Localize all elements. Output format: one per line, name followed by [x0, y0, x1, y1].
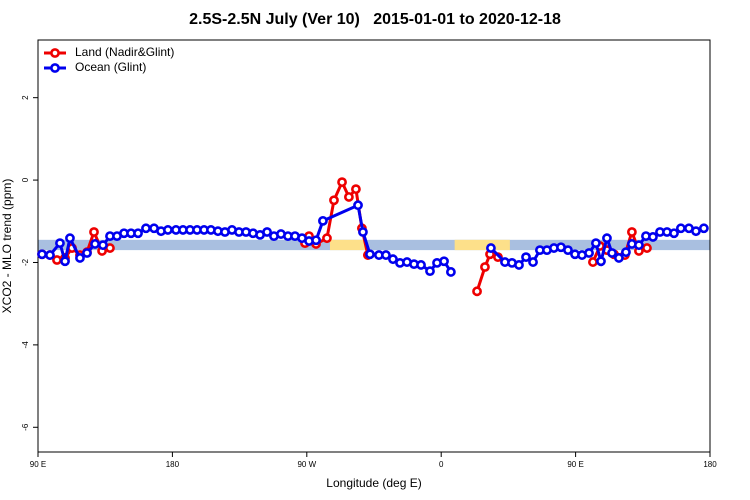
y-axis-label: XCO2 - MLO trend (ppm): [0, 179, 14, 314]
point: [133, 228, 143, 239]
point: [563, 245, 573, 256]
point: [98, 240, 108, 251]
point: [446, 267, 456, 277]
point: [351, 184, 361, 195]
point: [381, 250, 391, 260]
point: [591, 238, 601, 249]
legend-label: Ocean (Glint): [75, 60, 146, 74]
chart-title: 2.5S-2.5N July (Ver 10) 2015-01-01 to 20…: [189, 11, 561, 28]
point: [65, 233, 75, 244]
point: [669, 228, 679, 239]
point: [365, 249, 375, 260]
x-tick-label: 90 W: [297, 460, 316, 469]
point: [60, 256, 70, 267]
y-tick-label: -6: [21, 423, 30, 431]
point: [55, 238, 65, 249]
point: [318, 215, 328, 226]
point: [675, 223, 686, 234]
x-axis-label: Longitude (deg E): [326, 476, 421, 490]
point: [262, 227, 272, 237]
y-tick-label: -2: [21, 258, 30, 266]
legend-label: Land (Nadir&Glint): [75, 45, 174, 59]
point: [596, 256, 606, 267]
point: [329, 195, 339, 206]
point: [344, 192, 354, 202]
x-tick-label: 90 E: [30, 460, 46, 469]
point: [698, 223, 709, 234]
point: [602, 233, 612, 244]
point: [311, 235, 321, 246]
point: [388, 254, 398, 265]
point: [621, 247, 631, 258]
band: [38, 239, 710, 251]
point: [439, 256, 449, 267]
point: [472, 286, 482, 297]
point: [607, 248, 617, 258]
point: [89, 227, 99, 237]
plot-frame: [37, 39, 711, 453]
point: [584, 248, 594, 258]
y-tick-label: 0: [21, 177, 30, 182]
point: [514, 260, 524, 270]
point: [82, 248, 92, 258]
point: [614, 253, 624, 263]
point: [141, 223, 151, 234]
point: [358, 227, 368, 237]
y-tick-label: 2: [21, 95, 30, 100]
band: [454, 239, 510, 251]
point: [52, 255, 62, 265]
point: [353, 200, 363, 211]
x-tick-label: 0: [439, 460, 444, 469]
x-tick-label: 180: [703, 460, 717, 469]
point: [521, 252, 531, 263]
point: [75, 253, 85, 263]
legend-marker: [50, 63, 60, 73]
x-tick-label: 180: [166, 460, 180, 469]
point: [486, 243, 496, 253]
point: [480, 262, 490, 272]
y-tick-label: -4: [21, 341, 30, 349]
point: [626, 227, 637, 237]
point: [528, 257, 538, 267]
point: [337, 177, 347, 188]
x-tick-label: 90 E: [567, 460, 583, 469]
point: [634, 240, 644, 251]
point: [648, 232, 658, 242]
point: [90, 239, 100, 249]
point: [425, 266, 435, 277]
point: [588, 257, 598, 267]
point: [163, 225, 173, 235]
legend-marker: [50, 48, 60, 58]
point: [416, 260, 426, 270]
point: [322, 233, 332, 244]
point: [642, 243, 652, 253]
point: [37, 249, 47, 260]
point: [45, 250, 55, 260]
point: [691, 226, 701, 237]
band: [329, 239, 366, 251]
